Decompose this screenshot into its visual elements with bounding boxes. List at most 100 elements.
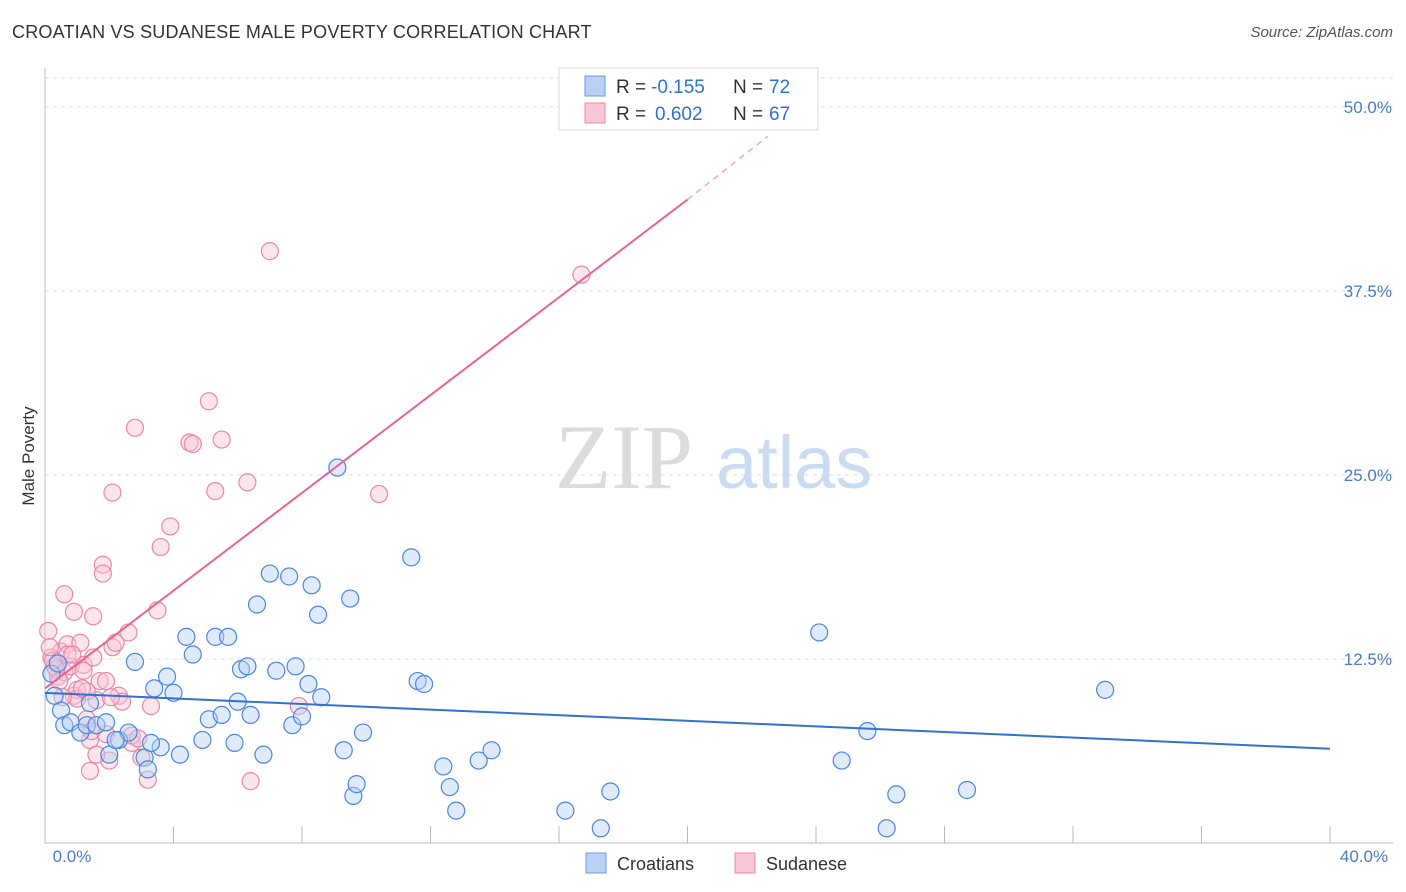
sudanese-point	[125, 418, 145, 437]
croatian-point	[157, 667, 177, 686]
croatian-point	[832, 751, 851, 770]
y-tick-label: 50.0%	[1344, 98, 1392, 117]
croatian-point	[183, 645, 202, 664]
sudanese-point	[112, 692, 132, 711]
sudanese-point	[260, 242, 279, 261]
croatian-point	[77, 716, 96, 735]
chart-title: CROATIAN VS SUDANESE MALE POVERTY CORREL…	[12, 22, 592, 42]
legend-n-label-sudanese: N =	[733, 104, 763, 125]
croatian-point	[353, 723, 373, 742]
croatian-point	[402, 548, 421, 567]
sudanese-point	[64, 602, 84, 621]
sudanese-point	[74, 661, 93, 680]
croatian-point	[341, 589, 360, 608]
croatian-point	[344, 786, 363, 805]
sudanese-trend-line	[44, 198, 689, 690]
sudanese-point	[96, 671, 116, 691]
croatian-point	[48, 654, 67, 673]
legend-n-value-croatians: 72	[769, 77, 790, 98]
legend-r-label-sudanese: R =	[616, 104, 646, 125]
sudanese-point	[101, 688, 120, 707]
sudanese-point	[148, 601, 167, 620]
y-tick-label: 12.5%	[1344, 650, 1392, 669]
legend-n-value-sudanese: 67	[769, 104, 790, 125]
croatian-point	[267, 661, 286, 680]
bottom-legend-sudanese: Sudanese	[766, 854, 847, 874]
croatian-point	[292, 707, 312, 726]
croatian-point	[141, 733, 161, 752]
croatian-point	[125, 652, 145, 671]
croatian-point	[591, 819, 610, 838]
sudanese-point	[93, 564, 112, 583]
sudanese-point	[84, 607, 103, 626]
sudanese-point	[55, 585, 74, 604]
sudanese-point	[87, 745, 106, 764]
croatian-points	[42, 458, 1115, 838]
croatian-point	[80, 694, 100, 713]
sudanese-point	[151, 537, 170, 557]
y-axis-label: Male Poverty	[19, 406, 38, 506]
croatian-point	[299, 674, 318, 694]
croatian-point	[447, 801, 466, 820]
croatian-point	[434, 757, 453, 776]
croatian-point	[247, 595, 267, 614]
source-label: Source: ZipAtlas.com	[1250, 24, 1393, 41]
bottom-legend-swatch-sudanese	[734, 852, 756, 874]
sudanese-point	[103, 483, 122, 502]
sudanese-point	[80, 761, 100, 780]
sudanese-point	[161, 517, 180, 536]
croatian-point	[219, 627, 238, 646]
croatian-point	[887, 785, 906, 804]
croatian-point	[225, 733, 244, 752]
legend-swatch-croatians	[584, 75, 606, 97]
x-tick-label-min: 0.0%	[53, 847, 92, 866]
croatian-point	[238, 657, 257, 676]
sudanese-point	[206, 482, 225, 501]
legend-swatch-sudanese	[584, 102, 606, 124]
croatian-point	[1096, 680, 1115, 699]
croatian-point	[440, 777, 459, 797]
croatian-point	[858, 721, 877, 741]
sudanese-point	[138, 770, 157, 789]
y-tick-label: 37.5%	[1344, 282, 1392, 301]
watermark-atlas: atlas	[716, 421, 872, 504]
croatian-point	[206, 627, 225, 646]
croatian-point	[254, 745, 273, 764]
sudanese-point	[119, 623, 138, 642]
bottom-legend: Croatians Sudanese	[585, 852, 847, 874]
legend-n-label-croatians: N =	[733, 77, 763, 98]
x-tick-label-max: 40.0%	[1340, 847, 1388, 866]
croatian-point	[334, 741, 353, 760]
croatian-point	[96, 713, 116, 732]
croatian-point	[312, 688, 331, 707]
croatian-point	[45, 686, 64, 705]
croatian-point	[556, 801, 575, 820]
bottom-legend-croatians: Croatians	[617, 854, 694, 874]
croatian-point	[347, 775, 366, 794]
croatian-point	[193, 730, 212, 750]
croatian-point	[957, 780, 977, 800]
croatian-point	[302, 576, 321, 595]
croatian-point	[286, 657, 305, 676]
gridlines	[45, 77, 1393, 660]
sudanese-point	[199, 392, 218, 411]
croatian-point	[138, 760, 157, 779]
croatian-trend-line	[44, 691, 1331, 750]
legend-r-value-croatians: -0.155	[651, 77, 705, 98]
sudanese-point	[72, 679, 92, 698]
croatian-point	[151, 738, 170, 757]
sudanese-trend-extension	[687, 135, 769, 201]
bottom-legend-swatch-croatians	[585, 852, 607, 874]
sudanese-point	[212, 430, 231, 449]
sudanese-point	[63, 645, 82, 664]
croatian-point	[106, 730, 125, 750]
croatian-point	[414, 674, 434, 694]
croatian-point	[601, 782, 620, 801]
croatian-point	[280, 567, 299, 586]
croatian-point	[71, 723, 90, 742]
croatian-point	[877, 819, 896, 838]
y-tick-labels: 12.5% 25.0% 37.5% 50.0%	[1344, 98, 1392, 669]
x-ticks	[173, 826, 1331, 843]
sudanese-points	[39, 242, 591, 791]
